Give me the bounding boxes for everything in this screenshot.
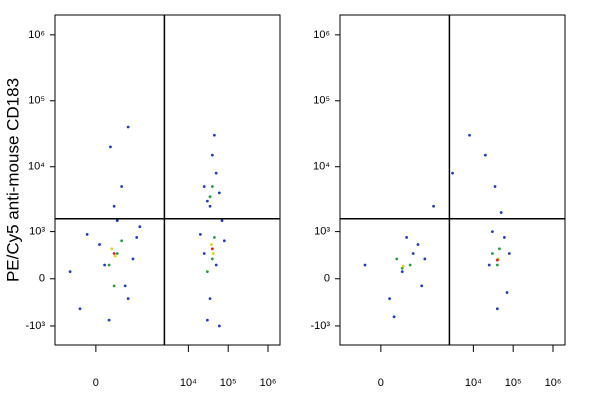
event-dot [123,284,127,288]
plot-frame [339,14,566,346]
event-dot [107,263,111,267]
x-tick-label: 10⁶ [545,377,562,389]
event-dot [126,297,130,301]
x-tick-label: 0 [93,377,99,389]
y-tick-label: 10⁶ [28,29,45,41]
x-tick-label: 10⁶ [260,377,277,389]
event-dot [120,185,124,188]
x-tick-label: 10⁵ [505,377,522,389]
x-tick-label: 10⁵ [220,377,237,389]
x-tick-label: 0 [378,377,384,389]
event-dot [135,236,139,239]
event-dot [363,263,367,267]
y-tick-label: 10⁶ [313,29,330,41]
event-dot [487,263,491,267]
event-dot [120,239,124,243]
event-dot [495,258,499,262]
event-dot [507,252,511,255]
event-dot [85,232,89,236]
y-tick-label: 10⁵ [28,95,45,107]
event-dot [405,236,409,239]
event-dot [214,171,218,175]
y-tick-label: 10³ [314,226,330,238]
x-tick-label: 10⁴ [465,377,482,389]
event-dot [202,185,206,188]
event-dot [110,247,114,251]
event-dot [451,171,454,175]
event-dot [495,263,499,267]
event-dot [499,211,503,214]
event-dot [502,236,506,239]
x-tick-label: 10⁴ [180,377,197,389]
event-dot [416,243,420,246]
event-dot [112,204,116,208]
event-dot [210,153,214,157]
y-axis-label: PE/Cy5 anti-mouse CD183 [3,78,22,282]
y-tick-label: 10³ [29,226,45,238]
y-tick-label: 0 [324,273,330,285]
event-dot [205,270,209,274]
event-dot [468,133,471,137]
event-dot [202,252,206,255]
event-dot [222,239,226,243]
event-dot [208,195,212,199]
event-dot [432,204,435,208]
event-dot [211,252,215,255]
event-dot [115,219,119,222]
event-dot [210,257,214,261]
event-dot [78,307,82,311]
event-dot [126,125,130,129]
event-dot [212,236,216,239]
event-dot [138,225,142,229]
event-dot [112,252,116,255]
plot-frame [54,14,281,346]
event-dot [205,199,209,203]
event-dot [210,185,214,188]
event-dot [411,252,415,255]
event-dot [107,318,111,322]
event-dot [388,297,391,301]
event-dot [98,243,101,246]
event-dot [490,230,494,233]
event-dot [210,247,214,251]
event-dot [217,191,221,195]
event-dot [109,145,112,149]
event-dot [408,263,412,267]
event-dot [505,291,509,294]
y-tick-label: 10⁴ [28,161,45,173]
y-tick-label: 10⁴ [313,161,330,173]
y-tick-label: 0 [39,273,45,285]
event-dot [208,297,212,301]
event-dot [217,324,221,328]
y-tick-label: -10³ [25,320,45,332]
event-dot [392,315,396,319]
event-dot [205,318,209,322]
event-dot [113,254,117,258]
event-dot [490,252,494,255]
event-dot [208,204,212,208]
event-dot [131,257,135,261]
event-dot [212,133,216,137]
event-dot [495,307,499,311]
event-dot [420,284,424,288]
event-dot [497,247,501,251]
event-dot [220,219,224,222]
event-dot [210,243,213,246]
event-dot [112,284,116,288]
event-dot [68,270,72,274]
y-tick-label: 10⁵ [313,95,330,107]
event-dot [198,232,202,236]
event-dot [423,257,427,261]
event-dot [493,185,497,188]
event-dot [401,264,405,268]
event-dot [115,252,119,255]
event-dot [214,263,218,267]
y-tick-label: -10³ [310,320,330,332]
event-dot [395,257,399,261]
event-dot [400,270,404,274]
event-dot [103,263,106,267]
event-dot [483,153,487,157]
